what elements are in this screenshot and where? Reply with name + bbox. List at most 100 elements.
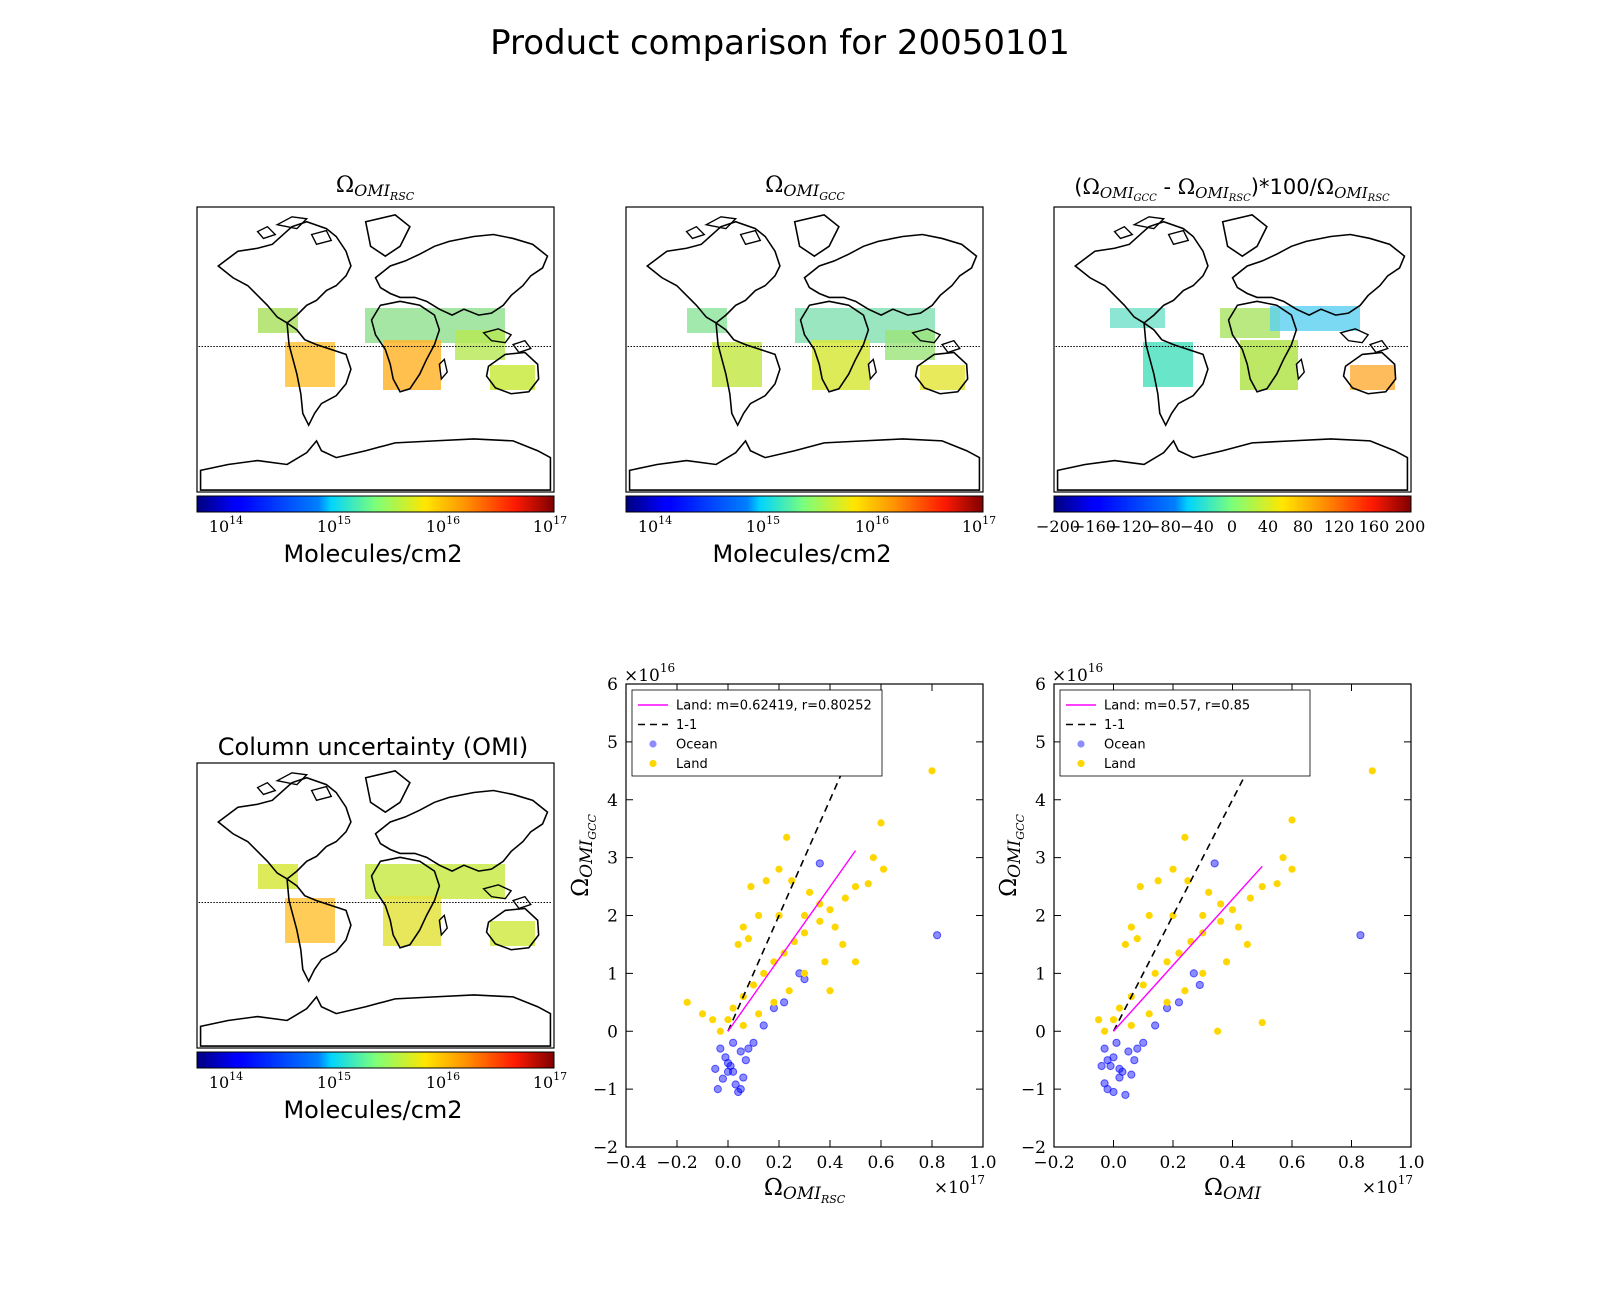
x-axis-label: ΩOMI xyxy=(1204,1175,1261,1204)
y-tick-label: −1 xyxy=(593,1080,618,1100)
data-point xyxy=(759,1021,768,1030)
data-point xyxy=(1095,1016,1103,1024)
data-point xyxy=(1217,900,1225,908)
legend-marker-swatch xyxy=(1077,759,1085,768)
data-point xyxy=(755,911,763,920)
data-point xyxy=(800,929,809,937)
data-point xyxy=(1115,1064,1124,1073)
colorbar-tick-label: 1016 xyxy=(855,514,889,536)
legend-label: Land: m=0.57, r=0.85 xyxy=(1104,699,1250,714)
x-tick-label: 0.4 xyxy=(816,1153,843,1173)
colorbar-ticks-gcc: 1014 1015 1016 1017 xyxy=(638,514,996,536)
map-fill-rsc xyxy=(258,308,535,390)
map-panel-rsc: ΩOMIRSC 1014 1015 1016 1017 Molecules/cm… xyxy=(196,173,567,568)
map-panel-unc: Column uncertainty (OMI) 1014 1015 1016 … xyxy=(196,733,567,1124)
x-tick-label: 1.0 xyxy=(1397,1153,1424,1173)
data-point xyxy=(1234,923,1243,931)
data-point xyxy=(1109,1087,1118,1097)
data-point xyxy=(1127,923,1135,931)
data-point xyxy=(739,1073,748,1082)
data-point xyxy=(780,998,789,1007)
data-point xyxy=(933,931,942,940)
colorbar-tick-label: 0 xyxy=(1227,517,1237,536)
data-point xyxy=(1356,931,1365,940)
data-point xyxy=(1243,940,1251,949)
data-point xyxy=(1199,911,1207,920)
data-point xyxy=(1139,981,1147,989)
y-tick-label: 6 xyxy=(607,675,618,695)
data-point xyxy=(744,1044,753,1053)
data-point xyxy=(841,894,849,902)
colorbar-tick-label: 1016 xyxy=(426,514,460,536)
data-point xyxy=(785,987,793,995)
data-point xyxy=(713,1085,722,1094)
data-point xyxy=(816,900,824,908)
map-fill-unc xyxy=(258,864,535,946)
legend-label: Ocean xyxy=(1104,738,1146,753)
map-title-rsc: ΩOMIRSC xyxy=(336,173,415,203)
data-point xyxy=(1109,1016,1118,1024)
data-point xyxy=(723,1058,733,1068)
map-panel-diff: (ΩOMIGCC - ΩOMIRSC)*100/ΩOMIRSC −200 −16… xyxy=(1036,175,1425,536)
data-point xyxy=(1217,917,1225,925)
data-point xyxy=(1100,1027,1109,1035)
data-point xyxy=(1130,1056,1139,1065)
data-point xyxy=(709,1016,717,1024)
x-tick-label: 0.2 xyxy=(1159,1153,1186,1173)
one-to-one-line xyxy=(727,741,857,1032)
y-multiplier: ×1016 xyxy=(624,661,675,686)
data-point xyxy=(1145,1010,1153,1018)
colorbar-label-gcc: Molecules/cm2 xyxy=(712,540,891,568)
legend-label: Ocean xyxy=(676,738,718,753)
x-tick-label: 0.6 xyxy=(1278,1153,1305,1173)
data-point xyxy=(1115,1004,1124,1012)
colorbar-unc xyxy=(196,1051,555,1069)
data-point xyxy=(739,923,747,931)
x-tick-label: 0.6 xyxy=(867,1153,894,1173)
y-tick-label: 2 xyxy=(1035,907,1046,927)
y-tick-label: 1 xyxy=(1035,964,1046,984)
x-multiplier: ×1017 xyxy=(934,1173,985,1198)
x-axis-label: ΩOMIRSC xyxy=(764,1175,846,1206)
data-point xyxy=(800,911,809,920)
data-point xyxy=(1124,1047,1133,1056)
colorbar-tick-label: 1014 xyxy=(209,514,243,536)
data-point xyxy=(1195,980,1204,990)
map-fill-gcc xyxy=(687,308,965,390)
data-point xyxy=(744,935,753,943)
data-point xyxy=(1288,816,1296,824)
data-point xyxy=(734,940,742,949)
map-title-gcc-sub: OMI xyxy=(783,181,820,200)
y-tick-label: 4 xyxy=(607,791,618,811)
colorbar-tick-label: 200 xyxy=(1395,517,1426,536)
data-point xyxy=(698,1010,707,1018)
colorbar-tick-label: 1015 xyxy=(746,514,780,536)
colorbar-tick-label: −160 xyxy=(1072,517,1116,536)
data-point xyxy=(1169,911,1177,920)
map-title-unc: Column uncertainty (OMI) xyxy=(218,733,528,761)
colorbar-tick-label: 120 xyxy=(1324,517,1355,536)
data-point xyxy=(1163,998,1171,1006)
colorbar-tick-label: 1015 xyxy=(317,514,351,536)
data-point xyxy=(749,981,758,989)
data-point xyxy=(729,1038,738,1047)
y-tick-label: −2 xyxy=(593,1138,618,1158)
y-tick-label: 4 xyxy=(1035,791,1046,811)
data-point xyxy=(821,958,829,966)
data-point xyxy=(1127,1070,1136,1079)
y-tick-label: 0 xyxy=(607,1022,618,1042)
data-point xyxy=(1121,940,1129,949)
data-point xyxy=(839,940,847,949)
data-point xyxy=(1112,1038,1121,1047)
colorbar-label-rsc: Molecules/cm2 xyxy=(283,540,462,568)
colorbar-ticks-unc: 1014 1015 1016 1017 xyxy=(209,1070,567,1092)
map-frame-diff xyxy=(1053,206,1412,493)
series-ocean xyxy=(1097,859,1365,1100)
data-point xyxy=(928,767,936,775)
y-tick-label: 1 xyxy=(607,964,618,984)
colorbar-gcc xyxy=(625,495,984,513)
data-point xyxy=(716,1044,725,1053)
data-point xyxy=(1273,880,1281,888)
data-point xyxy=(1100,1044,1109,1053)
colorbar-diff xyxy=(1053,495,1412,513)
